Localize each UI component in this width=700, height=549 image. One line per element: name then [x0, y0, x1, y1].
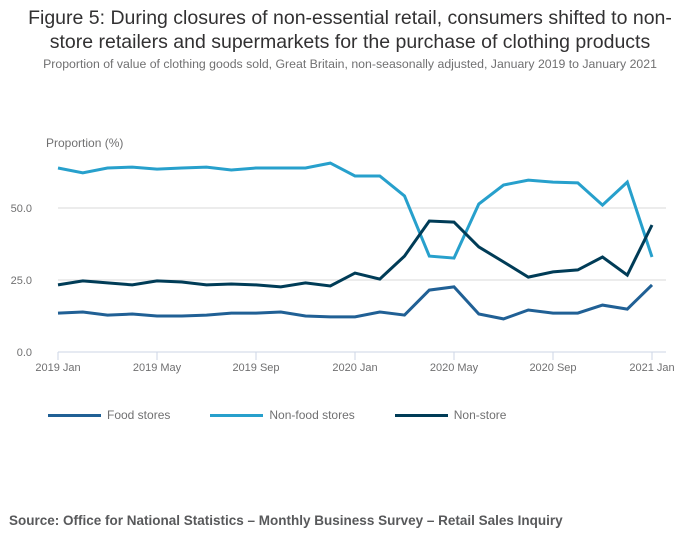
legend-label-non-food-stores: Non-food stores — [269, 408, 355, 422]
x-tick-label: 2021 Jan — [629, 362, 674, 374]
chart-title-line-2: store retailers and supermarkets for the… — [49, 31, 651, 53]
chart-subtitle: Proportion of value of clothing goods so… — [43, 57, 657, 71]
x-tick-label: 2019 Sep — [232, 362, 279, 374]
legend: Food stores Non-food stores Non-store — [48, 408, 546, 422]
chart-title: Figure 5: During closures of non-essenti… — [0, 6, 700, 54]
legend-swatch-non-store — [394, 413, 448, 417]
series-line-food-stores[interactable] — [57, 283, 654, 321]
y-axis-title: Proportion (%) — [46, 136, 123, 150]
y-tick-label: 50.0 — [11, 203, 32, 215]
legend-label-non-store: Non-store — [453, 408, 507, 422]
source-note: Source: Office for National Statistics –… — [9, 513, 563, 528]
legend-item-non-store[interactable]: Non-store — [394, 408, 507, 422]
x-tick-label: 2019 Jan — [35, 362, 80, 374]
legend-item-non-food-stores[interactable]: Non-food stores — [210, 408, 355, 422]
y-tick-label: 25.0 — [11, 275, 32, 287]
legend-item-food-stores[interactable]: Food stores — [48, 408, 170, 422]
x-axis: 2019 Jan 2019 May 2019 Sep 2020 Jan 2020 May… — [35, 351, 675, 374]
x-tick-label: 2020 May — [430, 362, 479, 374]
legend-label-food-stores: Food stores — [107, 408, 171, 422]
y-tick-label: 0.0 — [17, 347, 32, 359]
legend-swatch-food-stores — [48, 413, 101, 417]
series-line-non-store[interactable] — [57, 219, 654, 289]
series-line-non-food-stores[interactable] — [57, 161, 654, 260]
legend-swatch-non-food-stores — [210, 413, 264, 417]
chart-title-line-1: Figure 5: During closures of non-essenti… — [28, 7, 672, 29]
series-lines — [57, 161, 654, 321]
x-tick-label: 2020 Sep — [529, 362, 576, 374]
x-tick-label: 2020 Jan — [332, 362, 377, 374]
line-chart: Proportion (%) 0.025.050.0 2019 Jan 2019 … — [11, 136, 675, 374]
x-tick-label: 2019 May — [133, 362, 182, 374]
y-axis-ticks: 0.0 25.0 50.0 — [11, 203, 32, 359]
